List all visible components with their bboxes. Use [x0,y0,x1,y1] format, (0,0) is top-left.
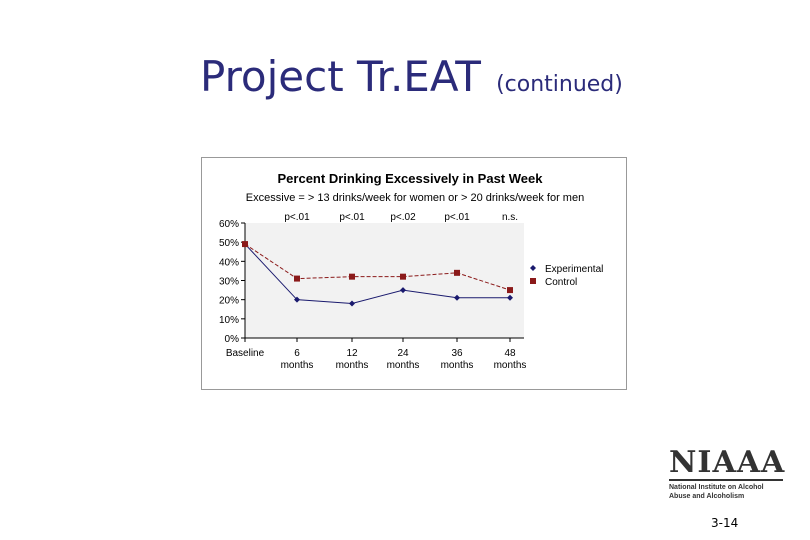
y-tick-label: 40% [219,257,239,268]
x-tick-label: 12 [346,348,358,359]
x-tick-label: months [494,360,527,371]
x-tick-label: months [387,360,420,371]
plot-area [245,223,524,338]
y-tick-label: 20% [219,296,239,307]
x-tick-label: months [336,360,369,371]
series-line-control [244,243,511,291]
x-tick-label: Baseline [226,348,265,359]
data-point-control [454,269,460,276]
y-tick-label: 60% [219,219,239,230]
chart-subtitle: Excessive = > 13 drinks/week for women o… [246,192,584,204]
x-tick-label: 48 [504,348,516,359]
chart-frame: Percent Drinking Excessively in Past Wee… [201,157,627,390]
x-tick-label: months [441,360,474,371]
legend-marker-experimental [530,265,536,271]
significance-label: p<.01 [339,212,365,223]
significance-label: p<.01 [284,212,310,223]
legend-label-experimental: Experimental [545,264,603,275]
data-point-experimental [400,287,406,294]
y-tick-label: 30% [219,277,239,288]
data-point-control [507,287,513,294]
slide-title-subtitle: (continued) [496,72,623,97]
line-chart: Percent Drinking Excessively in Past Wee… [219,171,603,371]
slide-number: 3-14 [711,516,739,530]
data-point-control [242,241,248,248]
legend-label-control: Control [545,277,577,288]
data-point-experimental [294,296,300,303]
slide-title-main: Project Tr.EAT [200,52,481,101]
x-tick-label: 24 [397,348,409,359]
data-point-control [400,273,406,280]
x-tick-label: months [281,360,314,371]
data-point-experimental [349,300,355,307]
x-tick-label: 6 [294,348,300,359]
data-point-control [349,273,355,280]
y-tick-label: 50% [219,238,239,249]
significance-label: p<.02 [390,212,416,223]
niaaa-logo: NIAAA National Institute on Alcohol Abus… [669,445,786,503]
y-tick-label: 10% [219,315,239,326]
slide-title: Project Tr.EAT (continued) [200,52,623,101]
significance-label: n.s. [502,212,518,223]
data-point-control [294,275,300,282]
logo-wordmark: NIAAA [669,445,786,481]
legend-marker-control [530,278,536,284]
series-line-experimental [244,243,510,305]
logo-subtitle-line2: Abuse and Alcoholism [669,493,745,500]
x-tick-label: 36 [451,348,463,359]
data-point-experimental [454,294,460,301]
data-point-experimental [507,294,513,301]
chart-title: Percent Drinking Excessively in Past Wee… [278,171,544,186]
logo-subtitle: National Institute on Alcohol Abuse and … [669,483,783,501]
significance-label: p<.01 [444,212,470,223]
logo-subtitle-line1: National Institute on Alcohol [669,484,764,491]
y-tick-label: 0% [225,334,240,345]
